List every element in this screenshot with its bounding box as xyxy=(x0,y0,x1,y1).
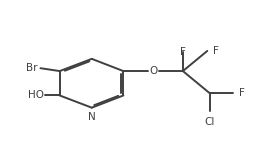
Text: F: F xyxy=(213,46,219,56)
Text: F: F xyxy=(180,47,186,57)
Text: F: F xyxy=(239,88,245,98)
Text: Br: Br xyxy=(26,63,38,73)
Text: HO: HO xyxy=(28,90,44,100)
Text: N: N xyxy=(88,112,96,122)
Text: Cl: Cl xyxy=(205,117,215,127)
Text: O: O xyxy=(149,66,157,76)
